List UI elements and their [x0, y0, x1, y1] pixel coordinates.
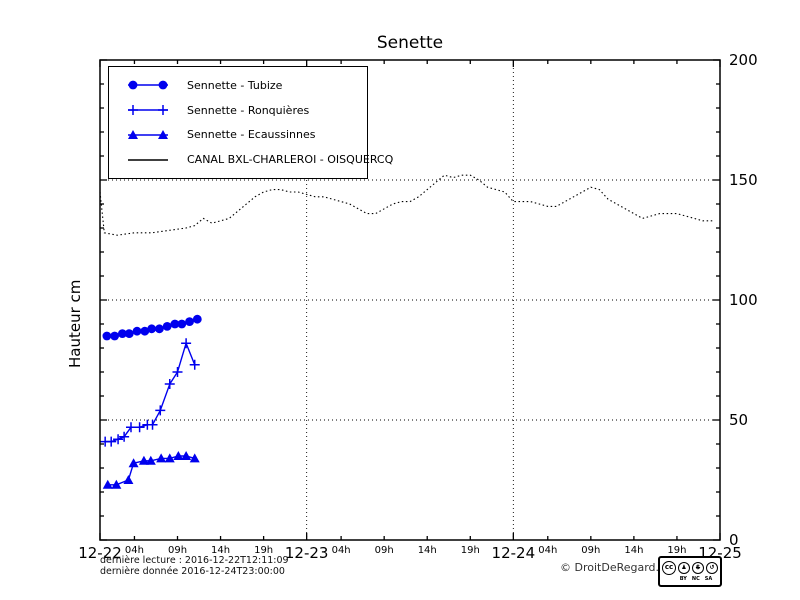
x-tick-label-hour: 14h — [624, 545, 643, 556]
marker-circle — [147, 324, 157, 334]
marker-plus — [119, 431, 130, 442]
legend-item-canal: CANAL BXL-CHARLEROI - OISQUERCQ — [117, 153, 393, 167]
legend-label: Sennette - Ronquières — [187, 103, 310, 117]
marker-plus — [113, 434, 124, 445]
cc-license-badge[interactable]: cc ♟ $ ↺ BY NC SA — [658, 556, 722, 587]
legend-label: Sennette - Tubize — [187, 78, 283, 92]
legend-marker-circle-icon — [128, 80, 168, 90]
x-tick-label-hour: 19h — [254, 545, 273, 556]
series-sennette-ronqui-res — [100, 338, 200, 447]
cc-labels-row: BY NC SA — [680, 576, 713, 582]
non-commercial-icon: $ — [692, 562, 704, 574]
x-tick-label-hour: 19h — [461, 545, 480, 556]
marker-circle — [192, 314, 202, 324]
marker-circle — [124, 329, 134, 338]
marker-triangle — [164, 453, 175, 463]
marker-plus — [155, 405, 166, 416]
x-tick-label-day: 12-24 — [492, 544, 536, 562]
marker-circle — [102, 331, 112, 341]
marker-triangle — [173, 451, 184, 460]
legend-marker-line-icon — [128, 158, 168, 161]
last-data-text: dernière donnée 2016-12-24T23:00:00 — [100, 565, 285, 577]
marker-circle — [170, 319, 180, 329]
x-tick-label-hour: 14h — [211, 545, 230, 556]
marker-circle — [155, 324, 164, 334]
marker-plus — [134, 422, 145, 433]
legend-label: CANAL BXL-CHARLEROI - OISQUERCQ — [187, 153, 394, 167]
marker-plus — [164, 379, 175, 389]
legend-marker-triangle-icon — [128, 129, 168, 139]
copyright-text: © DroitDeRegard.be — [560, 561, 673, 574]
cc-icons-row: cc ♟ $ ↺ — [662, 561, 718, 575]
x-tick-label-day: 12-23 — [285, 544, 329, 562]
cc-label-sa: SA — [704, 576, 713, 582]
cc-label-nc: NC — [691, 576, 700, 582]
y-tick-label: 200 — [729, 51, 758, 69]
series-canal-bxl-charleroi-oisquercq — [99, 174, 714, 236]
marker-triangle — [102, 479, 113, 489]
cc-label-by: BY — [679, 576, 687, 582]
marker-circle — [185, 317, 194, 326]
marker-plus — [189, 359, 200, 370]
series-sennette-tubize — [102, 314, 202, 341]
series-sennette-ecaussinnes — [102, 451, 200, 489]
share-alike-icon: ↺ — [706, 562, 718, 574]
marker-circle — [177, 319, 187, 329]
x-tick-label-hour: 19h — [667, 545, 686, 556]
x-tick-label-day: 12-22 — [78, 544, 122, 562]
x-tick-label-hour: 14h — [418, 545, 437, 556]
marker-circle — [132, 326, 142, 336]
series-line — [105, 341, 196, 443]
marker-triangle — [123, 475, 134, 484]
marker-triangle — [156, 453, 167, 463]
footer-annotations: dernière lecture : 2016-12-22T12:11:09 d… — [100, 555, 289, 577]
last-reading-text: dernière lecture : 2016-12-22T12:11:09 — [100, 555, 289, 566]
y-tick-label: 0 — [729, 531, 739, 549]
marker-triangle — [189, 453, 200, 463]
x-tick-label-hour: 09h — [581, 545, 600, 556]
y-tick-label: 100 — [729, 291, 758, 309]
marker-plus — [126, 422, 136, 433]
x-tick-label-hour: 04h — [538, 545, 557, 556]
marker-plus — [181, 338, 192, 349]
marker-triangle — [111, 479, 122, 489]
legend-marker-plus-icon — [128, 105, 168, 116]
y-tick-label: 150 — [729, 171, 758, 189]
legend-item-ecaussinnes: Sennette - Ecaussinnes — [117, 128, 359, 142]
marker-triangle — [181, 451, 192, 460]
legend-item-ronquieres: Sennette - Ronquières — [117, 103, 359, 117]
marker-circle — [117, 329, 127, 338]
attribution-person-icon: ♟ — [678, 562, 690, 574]
marker-triangle — [145, 455, 156, 465]
axis-ticks — [99, 59, 721, 541]
series-line — [99, 174, 714, 236]
x-tick-label-hour: 04h — [332, 545, 351, 556]
x-tick-label-hour: 09h — [168, 545, 187, 556]
marker-circle — [140, 326, 150, 336]
marker-triangle — [128, 458, 139, 468]
legend-item-tubize: Sennette - Tubize — [117, 78, 359, 92]
marker-circle — [162, 322, 172, 331]
x-tick-label-hour: 09h — [375, 545, 394, 556]
marker-plus — [147, 419, 158, 430]
chart-title: Senette — [376, 33, 444, 53]
y-axis-label: Hauteur cm — [66, 279, 84, 368]
marker-triangle — [138, 455, 149, 465]
y-tick-label: 50 — [729, 411, 748, 429]
cc-logo-icon: cc — [662, 561, 676, 575]
legend: Sennette - Tubize Sennette - Ronquières … — [108, 66, 393, 179]
legend-label: Sennette - Ecaussinnes — [187, 128, 316, 142]
marker-plus — [172, 367, 183, 377]
x-tick-label-hour: 04h — [125, 545, 144, 556]
marker-circle — [110, 331, 120, 341]
marker-plus — [106, 436, 117, 447]
